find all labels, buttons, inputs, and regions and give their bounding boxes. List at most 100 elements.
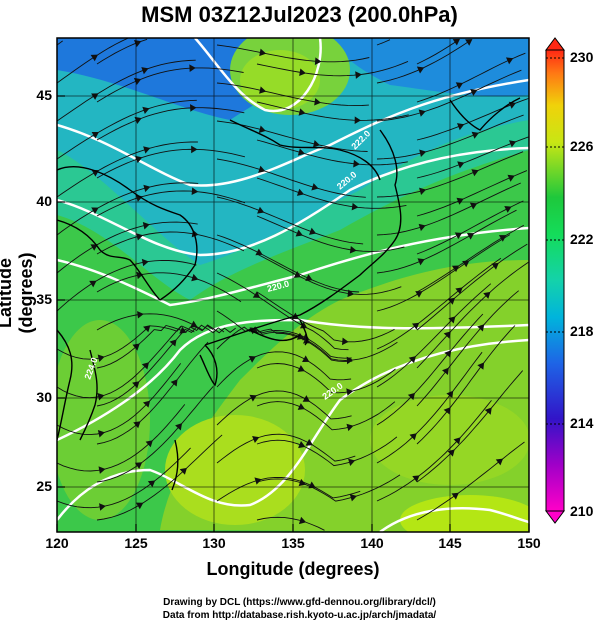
streamline-arrow [252, 436, 260, 443]
streamline [256, 253, 402, 295]
x-tick-label: 130 [202, 535, 226, 551]
streamline [216, 158, 366, 198]
colorbar-tick-label: 222 [570, 231, 594, 247]
streamline [96, 386, 214, 483]
streamline [376, 182, 521, 236]
streamline [416, 370, 524, 483]
y-axis-label: Latitude (degrees) [0, 252, 36, 334]
streamline [256, 436, 398, 467]
streamline-arrow [296, 188, 305, 196]
streamline-arrow [477, 362, 485, 370]
streamline [376, 283, 492, 388]
streamline-arrow [491, 262, 499, 270]
streamline [57, 141, 198, 198]
streamline [96, 325, 214, 407]
streamline [416, 52, 526, 103]
streamline-arrow [346, 388, 354, 396]
streamline [376, 234, 511, 312]
streamline-arrow [417, 258, 425, 266]
streamline [256, 363, 396, 394]
streamline [376, 400, 492, 502]
streamline-arrow [455, 287, 463, 295]
streamline-arrow [98, 466, 106, 474]
streamline-arrow [348, 458, 356, 467]
streamline-arrow [453, 437, 461, 445]
streamline-arrow [97, 430, 105, 438]
streamline [256, 329, 398, 361]
streamline [416, 441, 525, 521]
streamline [216, 234, 360, 293]
streamline [216, 326, 352, 359]
streamline-arrow [415, 291, 423, 298]
streamline-arrow [143, 146, 151, 154]
streamline [376, 151, 524, 198]
streamline-arrow [97, 354, 105, 362]
streamline-arrow [312, 140, 320, 148]
streamline [416, 170, 528, 217]
streamline-arrow [175, 423, 183, 431]
streamline-arrow [314, 98, 321, 106]
x-axis-label: Longitude (degrees) [206, 559, 380, 579]
x-tick-label: 120 [45, 535, 69, 551]
streamline-arrow [442, 367, 449, 375]
streamline-arrow [469, 202, 478, 210]
streamline [376, 209, 517, 274]
streamline-arrow [355, 71, 362, 79]
streamline-arrow [451, 492, 459, 500]
streamline-arrow [170, 379, 178, 387]
streamline-arrow [416, 66, 425, 74]
streamline-arrow [346, 356, 354, 365]
streamline-arrow [314, 57, 322, 65]
streamline-arrow [456, 197, 464, 205]
streamline-arrow [141, 362, 150, 370]
streamline-arrow [504, 206, 512, 213]
streamline-arrow [147, 480, 156, 488]
streamline-arrow [470, 89, 478, 96]
streamline-arrow [457, 161, 465, 169]
streamline-arrow [297, 365, 305, 372]
streamline-arrow [191, 145, 198, 154]
streamline-arrow [299, 68, 306, 77]
streamline-arrow [309, 227, 317, 235]
streamline-arrow [295, 229, 303, 237]
streamline [57, 38, 129, 84]
streamline [57, 221, 198, 274]
streamline [376, 257, 502, 350]
streamline-arrow [189, 64, 196, 73]
x-tick-label: 145 [438, 535, 462, 551]
streamline-arrow [349, 246, 357, 254]
streamline [376, 39, 472, 84]
streamline [57, 259, 197, 312]
streamline-arrow [135, 233, 144, 241]
streamline [96, 148, 246, 179]
streamline-arrow [91, 132, 99, 139]
streamline [256, 291, 395, 343]
streamline-arrow [191, 187, 199, 196]
colorbar-tick-label: 214 [570, 415, 594, 431]
streamline-arrow [308, 481, 316, 489]
streamline [57, 182, 199, 236]
streamline-arrow [418, 223, 426, 232]
streamline-arrow [91, 207, 99, 215]
streamline-arrow [190, 104, 197, 112]
streamline-arrow [136, 271, 144, 280]
streamline [256, 139, 408, 166]
streamline [416, 290, 519, 407]
y-tick-label: 45 [36, 87, 52, 103]
streamline [96, 231, 245, 255]
streamline-arrow [507, 174, 515, 182]
streamline [57, 363, 182, 436]
colorbar-tick-label: 218 [570, 323, 594, 339]
streamline-arrow [298, 516, 307, 525]
streamline [57, 404, 186, 472]
streamline-arrow [466, 233, 475, 240]
streamline-arrow [341, 337, 349, 346]
streamline-arrow [347, 289, 355, 298]
streamline-arrow [465, 39, 473, 46]
credit-drawing: Drawing by DCL (https://www.gfd-dennou.o… [163, 597, 436, 608]
streamline [416, 136, 529, 179]
streamline-arrow [452, 38, 461, 46]
y-tick-label: 40 [36, 193, 52, 209]
streamline [96, 107, 245, 141]
streamline-arrow [141, 258, 149, 267]
